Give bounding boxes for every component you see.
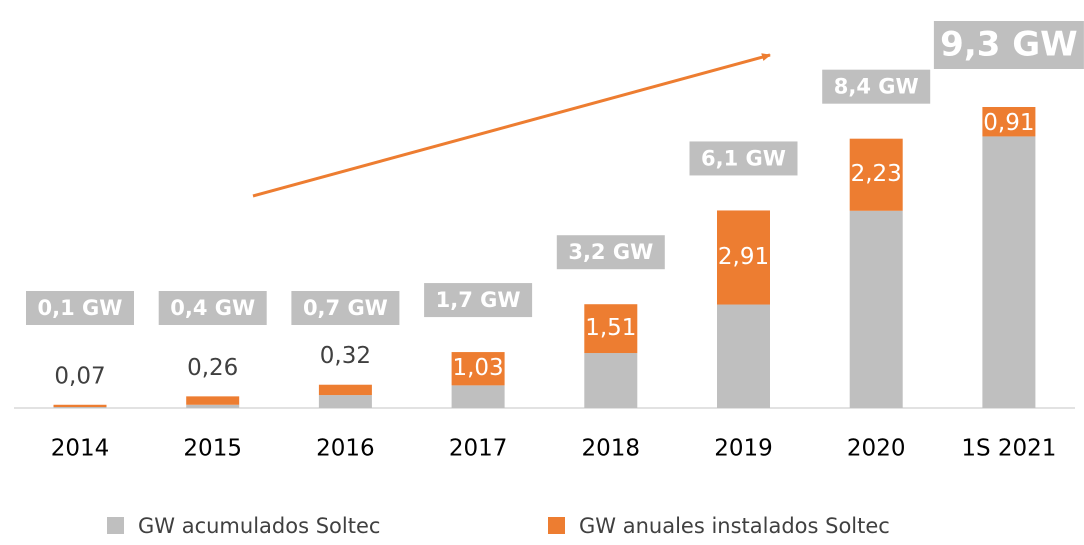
total-label: 0,7 GW: [303, 296, 388, 320]
legend-label: GW anuales instalados Soltec: [579, 514, 890, 538]
x-tick-label: 2018: [582, 436, 641, 462]
legend-label: GW acumulados Soltec: [138, 514, 380, 538]
total-label: 1,7 GW: [436, 288, 521, 312]
total-box: [822, 69, 931, 104]
x-tick-label: 2016: [316, 436, 375, 462]
value-label: 0,91: [983, 110, 1034, 136]
total-box: [556, 235, 665, 270]
bar-segment: [318, 384, 372, 396]
bar-segment: [717, 304, 770, 408]
x-tick-label: 2015: [183, 436, 242, 462]
bar-segment: [53, 407, 107, 408]
bar-segment: [982, 136, 1036, 408]
bar-segment: [982, 107, 1036, 137]
bar-segment: [451, 352, 505, 386]
bar-segment: [717, 210, 770, 305]
bar-segment: [849, 210, 903, 408]
x-tick-label: 2019: [714, 436, 773, 462]
total-box: [26, 291, 134, 325]
total-box: [424, 283, 533, 318]
value-label: 0,07: [54, 363, 105, 389]
bar-segment: [584, 304, 638, 354]
x-tick-label: 1S 2021: [961, 436, 1056, 462]
total-label: 0,1 GW: [38, 296, 123, 320]
bar-segment: [849, 138, 903, 211]
value-label: 2,91: [718, 244, 769, 270]
value-label: 0,32: [320, 343, 371, 369]
value-label: 0,26: [187, 355, 238, 381]
value-label: 1,03: [452, 355, 503, 381]
total-label: 6,1 GW: [701, 146, 786, 170]
total-box: [933, 21, 1084, 69]
total-label: 8,4 GW: [834, 75, 919, 99]
total-label: 9,3 GW: [940, 25, 1077, 65]
total-label: 0,4 GW: [170, 296, 255, 320]
total-box: [689, 141, 798, 176]
bar-segment: [186, 396, 240, 405]
x-tick-label: 2017: [449, 436, 508, 462]
value-label: 1,51: [585, 315, 636, 341]
value-label: 2,23: [851, 161, 902, 187]
legend-swatch: [107, 517, 124, 534]
bar-segment: [318, 395, 372, 408]
total-box: [291, 291, 400, 325]
trend-arrow: [252, 53, 771, 198]
total-box: [158, 291, 267, 325]
bar-segment: [186, 404, 240, 408]
x-tick-label: 2020: [847, 436, 906, 462]
legend-swatch: [548, 517, 565, 534]
bar-segment: [53, 404, 107, 408]
total-label: 3,2 GW: [568, 240, 653, 264]
x-tick-label: 2014: [51, 436, 110, 462]
bar-segment: [584, 353, 638, 408]
bar-segment: [451, 385, 505, 408]
